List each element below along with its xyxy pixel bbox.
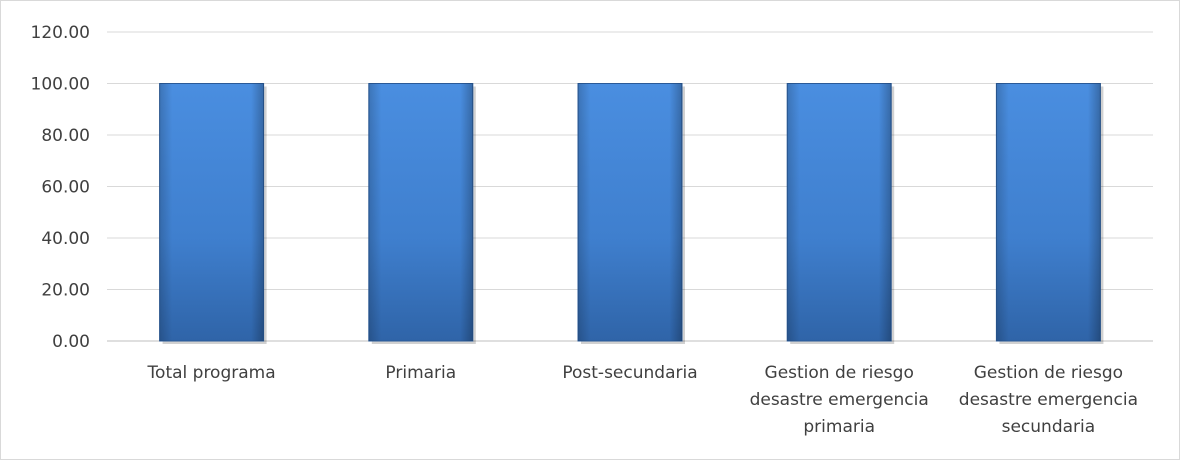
y-tick-label: 20.00 (41, 281, 90, 301)
y-tick-label: 80.00 (41, 126, 90, 146)
y-tick-label: 40.00 (41, 229, 90, 249)
x-axis-category-labels: Total programa Primaria Post-secundaria Ges… (147, 363, 1138, 437)
x-category-label: Gestion de riesgo desastre emergencia prim… (750, 363, 929, 437)
bar-bevel (368, 83, 473, 341)
x-category-label-line: Gestion de riesgo (765, 363, 914, 383)
bars (159, 83, 1104, 344)
y-axis-tick-labels: 0.00 20.00 40.00 60.00 80.00 100.00 120.00 (31, 23, 90, 352)
x-category-label: Gestion de riesgo desastre emergencia secu… (959, 363, 1138, 437)
x-category-label-line: desastre emergencia (959, 390, 1138, 410)
y-tick-label: 60.00 (41, 178, 90, 198)
y-tick-label: 120.00 (31, 23, 90, 43)
y-tick-label: 100.00 (31, 75, 90, 95)
x-category-label-line: Gestion de riesgo (974, 363, 1123, 383)
x-category-label: Primaria (385, 363, 456, 383)
bar-bevel (159, 83, 264, 341)
x-category-label-line: desastre emergencia (750, 390, 929, 410)
x-category-label-line: primaria (803, 417, 875, 437)
x-category-label-line: secundaria (1002, 417, 1096, 437)
x-category-label: Total programa (147, 363, 276, 383)
x-category-label-line: Primaria (385, 363, 456, 383)
bar-bevel (996, 83, 1101, 341)
x-category-label-line: Total programa (147, 363, 276, 383)
bar-bevel (787, 83, 892, 341)
x-category-label-line: Post-secundaria (562, 363, 697, 383)
y-tick-label: 0.00 (52, 332, 90, 352)
x-category-label: Post-secundaria (562, 363, 697, 383)
bar-bevel (578, 83, 682, 341)
